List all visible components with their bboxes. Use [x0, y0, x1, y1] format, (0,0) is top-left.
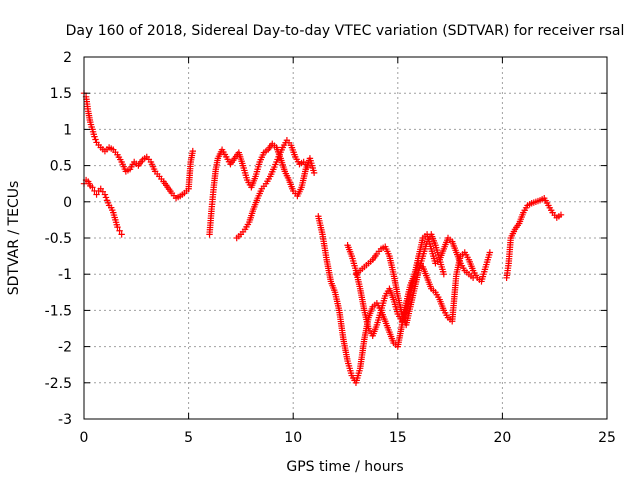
y-tick-label: -2 [58, 340, 72, 356]
data-point [101, 191, 109, 198]
data-point [440, 271, 448, 278]
data-point [304, 163, 312, 171]
y-tick-label: 0.5 [50, 159, 72, 175]
data-points [80, 90, 565, 386]
chart-title: Day 160 of 2018, Sidereal Day-to-day VTE… [66, 23, 625, 39]
y-tick-label: 1 [63, 122, 72, 138]
x-tick-label: 0 [80, 430, 89, 446]
data-point [116, 227, 123, 234]
data-point [557, 211, 565, 219]
data-point [89, 184, 96, 191]
x-tick-label: 10 [284, 430, 302, 446]
data-point [93, 191, 100, 198]
data-point [486, 249, 494, 256]
y-tick-label: 0 [63, 195, 72, 211]
data-point [114, 223, 121, 231]
data-point [189, 147, 196, 155]
data-point [91, 133, 98, 140]
y-tick-label: 1.5 [50, 86, 72, 102]
x-tick-label: 25 [598, 430, 616, 446]
y-tick-label: -1 [58, 267, 72, 283]
x-axis-label: GPS time / hours [286, 459, 403, 475]
data-point [92, 136, 99, 143]
y-tick-label: -1.5 [45, 303, 72, 319]
grid-lines [84, 57, 607, 419]
axis-ticks: 0 5 10 15 20 25 -3 -2.5 -2 -1.5 -1 -0.5 0 0.5 1 1.5 2 [45, 50, 616, 446]
x-tick-label: 15 [389, 430, 407, 446]
y-axis-label: SDTVAR / TECUs [6, 181, 22, 296]
data-point [118, 231, 125, 238]
data-point [102, 194, 110, 201]
data-point [310, 169, 318, 177]
y-tick-label: 2 [63, 50, 72, 66]
y-tick-label: -3 [58, 412, 72, 428]
y-tick-label: -2.5 [45, 376, 72, 392]
x-tick-label: 5 [184, 430, 193, 446]
x-tick-label: 20 [493, 430, 511, 446]
y-tick-label: -0.5 [45, 231, 72, 247]
data-point [469, 274, 477, 282]
